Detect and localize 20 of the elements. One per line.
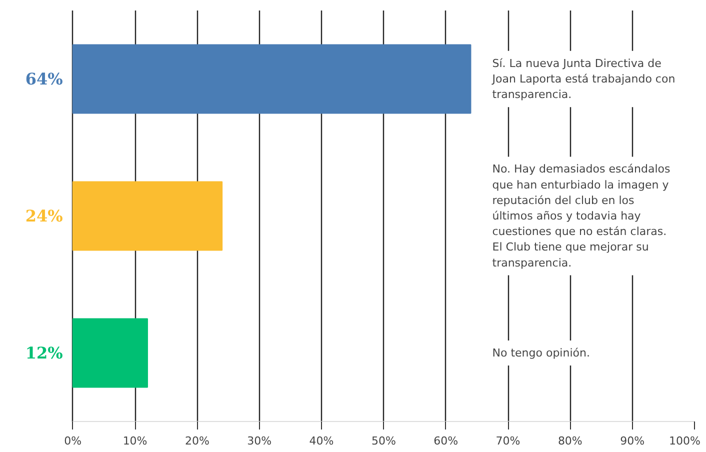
x-tick-label: 0% — [64, 434, 82, 448]
x-tick-label: 70% — [496, 434, 520, 448]
data-label: 24% — [25, 206, 63, 226]
x-tick-label: 20% — [184, 434, 210, 448]
x-tick-label: 80% — [558, 434, 582, 448]
y-tick-label: Sí. La nueva Junta Directiva de Joan Laporta está trabajando con transparencia. — [491, 56, 676, 102]
x-tick-label: 90% — [620, 434, 645, 448]
data-label: 64% — [25, 70, 63, 88]
x-tick-label: 40% — [309, 434, 334, 448]
x-tick-label: 60% — [434, 434, 458, 448]
bar — [72, 181, 223, 251]
bar — [72, 318, 148, 388]
x-tick-label: 100% — [669, 434, 701, 448]
data-label: 12% — [25, 344, 63, 362]
x-tick-label: 50% — [371, 434, 396, 448]
y-tick-label: No tengo opinión. — [492, 346, 590, 360]
x-tick-label: 10% — [122, 434, 148, 448]
y-tick-label: No. Hay demasiados escándalos que han enturbiado la imagen y reputación del club en los últimos años y todavia hay cuestiones que no están claras. El Club tiene que mejorar su transparencia. — [492, 162, 670, 270]
bar — [72, 44, 472, 114]
x-tick-label: 30% — [247, 434, 272, 448]
